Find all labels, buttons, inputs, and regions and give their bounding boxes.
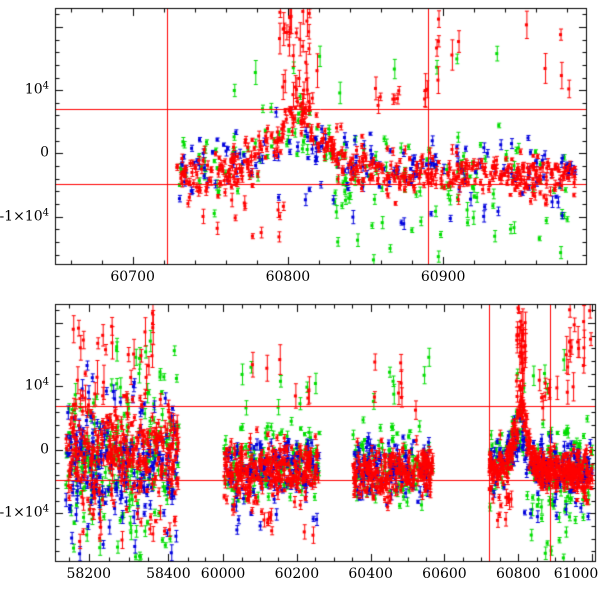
x-tick-label: 60900 — [420, 269, 466, 285]
y-tick-label: 0 — [40, 144, 49, 161]
y-tick-label: 0 — [40, 441, 49, 458]
x-tick-label: 61000 — [553, 566, 599, 582]
x-tick-label: 60600 — [422, 566, 467, 582]
x-tick-label: 60800 — [495, 566, 541, 582]
x-tick-label: 60200 — [274, 566, 320, 582]
x-tick-label: 60800 — [265, 269, 311, 285]
x-tick-label: 58200 — [66, 566, 112, 582]
y-tick-label: 104 — [24, 376, 49, 394]
x-tick-label: 60400 — [348, 566, 393, 582]
x-tick-label: 60700 — [110, 269, 155, 285]
y-tick-label: -1×104 — [0, 206, 49, 224]
x-tick-label: 60000 — [200, 566, 246, 582]
y-tick-label: 104 — [24, 80, 49, 98]
x-tick-label: 58400 — [146, 566, 191, 582]
y-tick-label: -1×104 — [0, 503, 49, 521]
